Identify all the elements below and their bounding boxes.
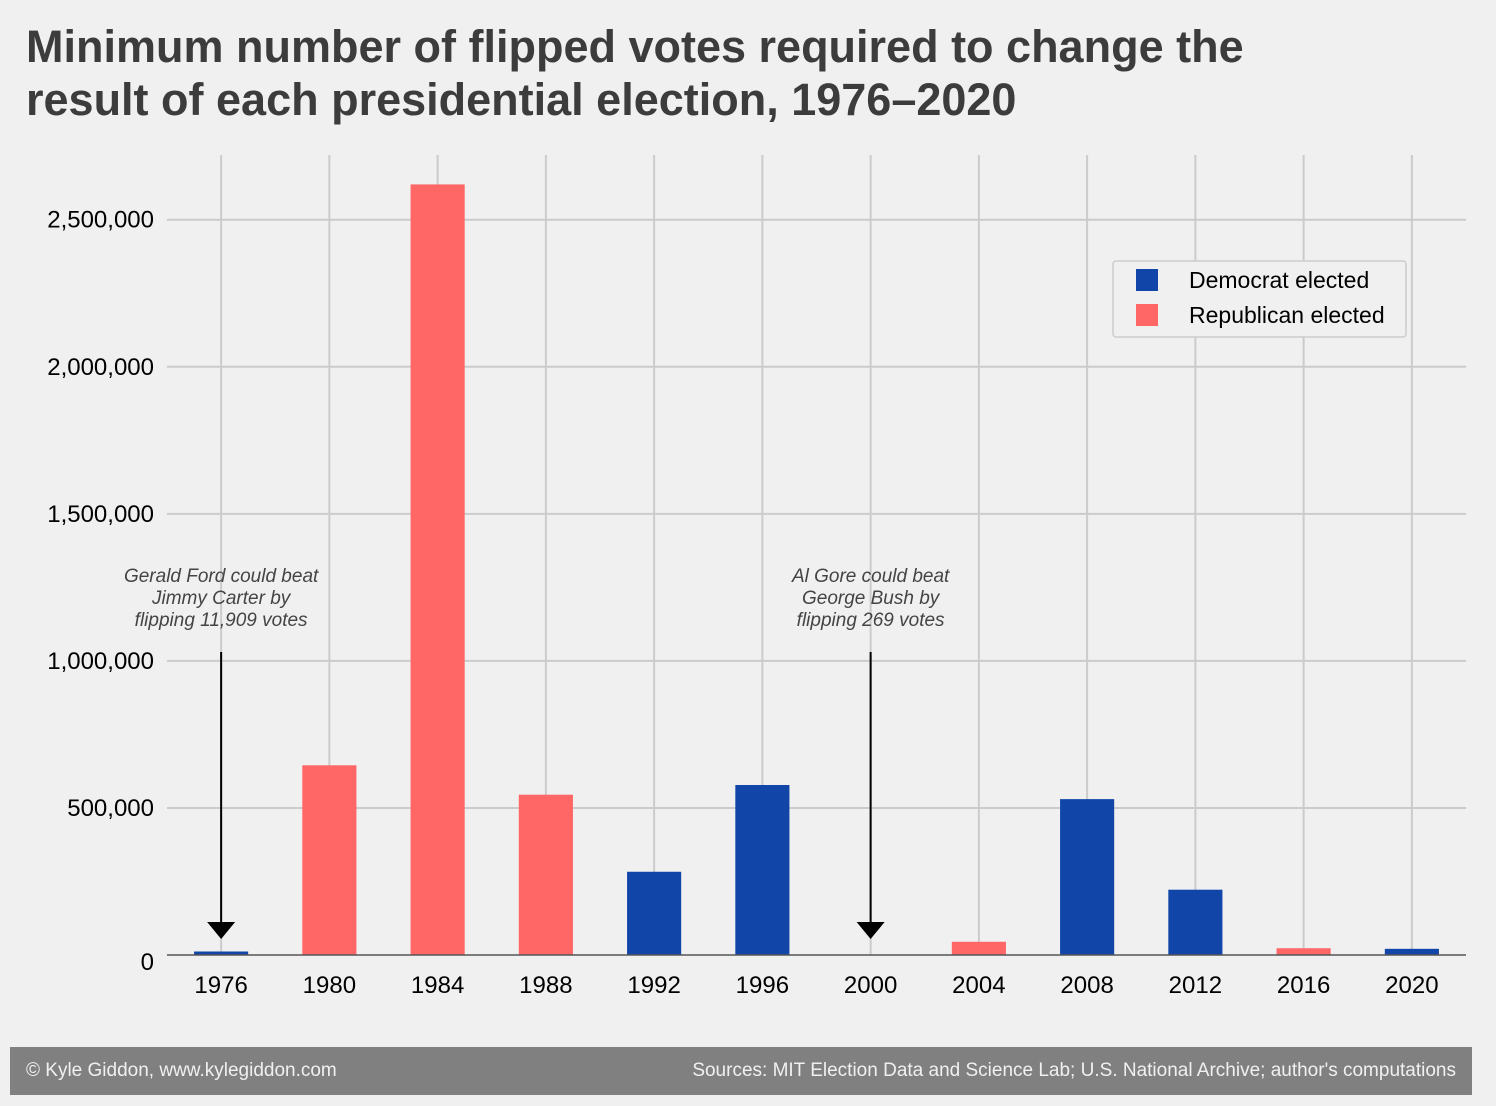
legend: Democrat elected Republican elected <box>1112 260 1407 338</box>
y-tick-label: 1,000,000 <box>47 648 154 675</box>
chart-title-line-2: result of each presidential election, 19… <box>26 74 1017 125</box>
y-tick-label: 500,000 <box>67 795 154 822</box>
y-tick-label: 2,500,000 <box>47 207 154 234</box>
footer-sources: Sources: MIT Election Data and Science L… <box>692 1060 1456 1081</box>
bar-1992 <box>627 871 682 955</box>
annotation-arrow-head <box>856 922 885 939</box>
x-tick-label: 2012 <box>1169 972 1222 999</box>
legend-label: Republican elected <box>1189 302 1385 328</box>
bar-2012 <box>1168 889 1223 955</box>
footer-credit: © Kyle Giddon, www.kylegiddon.com <box>26 1060 337 1081</box>
x-tick-label: 1980 <box>303 972 356 999</box>
x-tick-label: 1988 <box>519 972 572 999</box>
x-tick-label: 2004 <box>952 972 1005 999</box>
annotation-line: flipping 11,909 votes <box>134 610 308 631</box>
annotation-line: George Bush by <box>801 588 940 609</box>
annotation-2000: Al Gore could beat George Bush by flippi… <box>721 566 1021 632</box>
x-tick-label: 2016 <box>1277 972 1330 999</box>
x-tick-label: 2008 <box>1060 972 1113 999</box>
y-tick-label: 0 <box>141 949 154 976</box>
legend-swatch-republican <box>1136 304 1158 326</box>
footer-bar: © Kyle Giddon, www.kylegiddon.com Source… <box>10 1047 1472 1095</box>
chart-plot: 0 500,000 1,000,000 1,500,000 2,000,000 2,500… <box>47 155 1466 999</box>
x-tick-label: 2020 <box>1385 972 1438 999</box>
annotation-line: Gerald Ford could beat <box>123 566 319 587</box>
bar-1980 <box>302 765 357 955</box>
bar-1976 <box>194 951 249 955</box>
annotation-line: flipping 269 votes <box>796 610 945 631</box>
x-tick-label: 1996 <box>736 972 789 999</box>
annotation-arrow-head <box>207 922 236 939</box>
x-tick-label: 1976 <box>194 972 247 999</box>
y-tick-label: 2,000,000 <box>47 354 154 381</box>
legend-swatch-democrat <box>1136 269 1158 291</box>
annotation-arrow-2000 <box>856 652 885 939</box>
legend-label: Democrat elected <box>1189 267 1369 293</box>
bar-1996 <box>735 785 790 955</box>
annotation-line: Al Gore could beat <box>791 566 950 587</box>
annotation-line: Jimmy Carter by <box>151 588 291 609</box>
x-tick-label: 2000 <box>844 972 897 999</box>
x-tick-label: 1992 <box>627 972 680 999</box>
y-tick-label: 1,500,000 <box>47 501 154 528</box>
chart-title: Minimum number of flipped votes required… <box>26 20 1466 126</box>
bar-2008 <box>1060 799 1115 955</box>
grid <box>167 155 1466 955</box>
bar-2004 <box>951 941 1006 955</box>
bar-2020 <box>1384 948 1439 955</box>
annotation-arrow-1976 <box>207 652 236 939</box>
bar-1988 <box>518 794 573 955</box>
bars <box>194 184 1439 956</box>
bar-2016 <box>1276 948 1331 955</box>
legend-box <box>1112 260 1407 338</box>
x-tick-label: 1984 <box>411 972 464 999</box>
bar-1984 <box>410 184 465 956</box>
chart-title-line-1: Minimum number of flipped votes required… <box>26 21 1244 72</box>
annotation-1976: Gerald Ford could beat Jimmy Carter by f… <box>71 566 371 632</box>
